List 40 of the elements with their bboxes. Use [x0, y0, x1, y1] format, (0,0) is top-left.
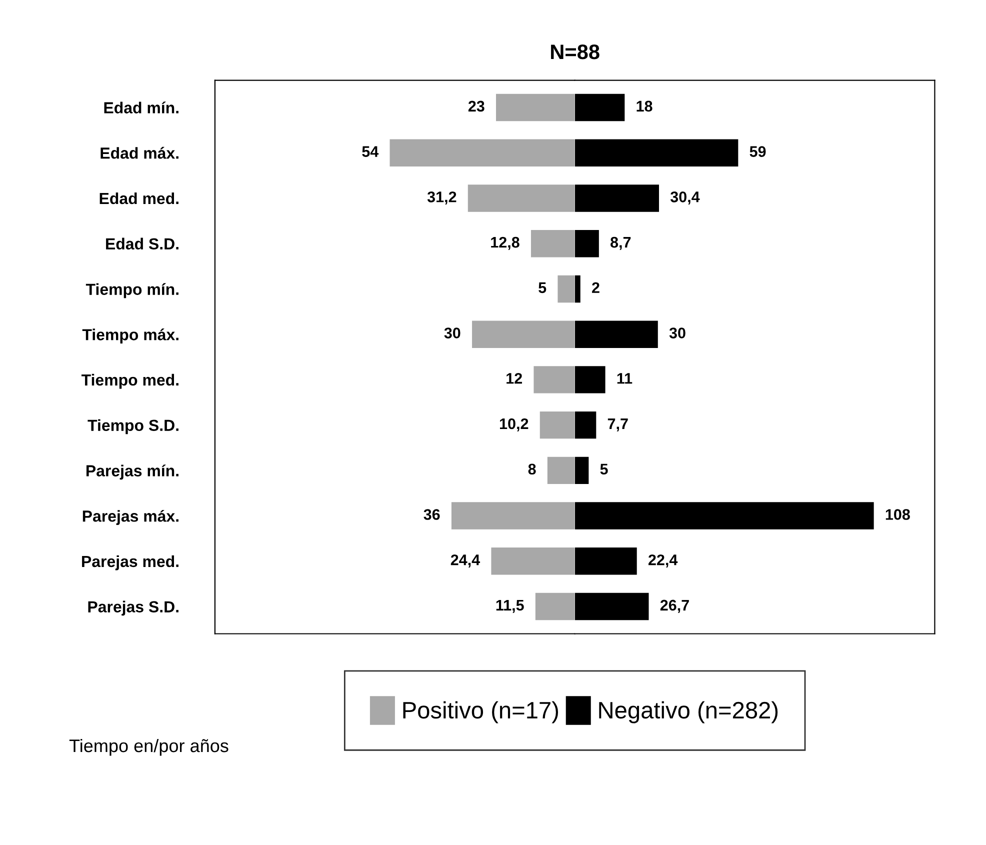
- data-label: 12: [506, 372, 522, 384]
- y-tick-label: Edad med.: [100, 192, 178, 204]
- data-label: 24,4: [450, 554, 480, 568]
- data-label: 11,5: [496, 600, 524, 613]
- chart-title: N=88: [551, 44, 600, 60]
- data-label: 12,8: [491, 236, 520, 250]
- data-label: 36: [424, 509, 440, 520]
- y-tick-label: Edad máx.: [100, 146, 178, 159]
- y-tick-label: Tiempo máx.: [82, 328, 178, 344]
- data-label: 30,4: [670, 192, 700, 205]
- data-label: 108: [886, 509, 910, 520]
- legend-label: Negativo (n=282): [599, 701, 778, 724]
- y-tick-label: Parejas máx.: [82, 510, 178, 525]
- data-label: 31,2: [427, 192, 456, 205]
- y-tick-label: Edad S.D.: [106, 238, 178, 250]
- data-label: 30: [444, 328, 460, 338]
- data-label: 59: [750, 146, 766, 157]
- data-label: 5: [538, 282, 546, 294]
- data-label: 5: [600, 464, 608, 475]
- data-label: 23: [468, 100, 484, 112]
- data-label: 8: [528, 464, 536, 475]
- data-label: 54: [362, 146, 379, 157]
- y-tick-label: Tiempo mín.: [86, 283, 178, 298]
- y-tick-label: Parejas med.: [82, 555, 178, 570]
- y-tick-label: Edad mín.: [104, 102, 178, 114]
- data-label: 8,7: [610, 236, 631, 250]
- data-label: 7,7: [608, 418, 628, 432]
- data-label: 11: [617, 373, 632, 384]
- data-label: 18: [636, 100, 652, 112]
- y-tick-label: Tiempo med.: [81, 374, 178, 389]
- data-label: 26,7: [660, 600, 689, 613]
- legend-label: Positivo (n=17): [403, 701, 558, 724]
- data-label: 22,4: [648, 554, 678, 568]
- data-label: 2: [592, 282, 600, 293]
- data-label: 30: [669, 328, 686, 338]
- y-tick-label: Tiempo S.D.: [88, 419, 178, 434]
- y-tick-label: Parejas mín.: [86, 464, 178, 480]
- data-label: 10,2: [500, 418, 528, 432]
- y-tick-label: Parejas S.D.: [88, 600, 178, 616]
- text: Tiempo en/por años: [69, 738, 228, 756]
